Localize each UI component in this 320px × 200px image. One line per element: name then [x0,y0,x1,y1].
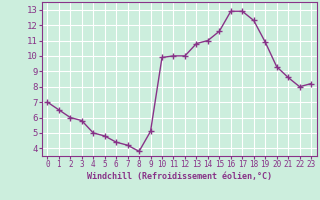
X-axis label: Windchill (Refroidissement éolien,°C): Windchill (Refroidissement éolien,°C) [87,172,272,181]
